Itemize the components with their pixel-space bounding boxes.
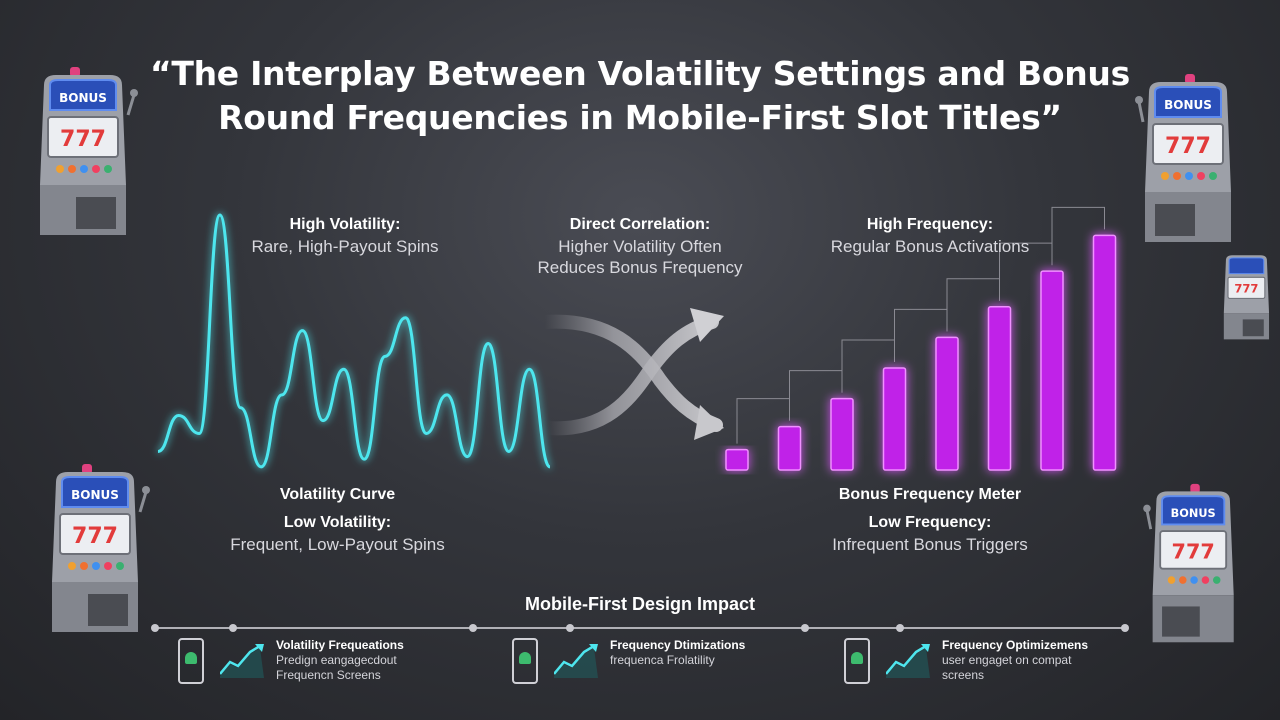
- svg-text:BONUS: BONUS: [1164, 98, 1212, 112]
- arrow-down-right-icon: [694, 405, 724, 440]
- impact-card-line: Frequencn Screens: [276, 668, 381, 682]
- impact-title: Mobile-First Design Impact: [524, 594, 756, 614]
- frequency-bars: [725, 234, 1117, 471]
- volatility-curve: [157, 213, 552, 469]
- impact-timeline: [151, 624, 1129, 632]
- slot-machine-icon: BONUS 777: [52, 464, 150, 632]
- frequency-bar: [987, 306, 1012, 471]
- impact-card-title: Frequency Optimizemens: [942, 638, 1089, 652]
- page-title: “The Interplay Between Volatility Settin…: [150, 54, 1130, 137]
- svg-text:777: 777: [60, 127, 106, 152]
- high-frequency-label: High Frequency: Regular Bonus Activation…: [800, 214, 1060, 257]
- high-volatility-label: High Volatility: Rare, High-Payout Spins: [210, 214, 480, 257]
- frequency-step-lines: [736, 206, 1105, 444]
- correlation-arrows: [538, 308, 724, 440]
- high-volatility-title: High Volatility:: [289, 216, 401, 233]
- low-frequency-title: Low Frequency:: [868, 514, 992, 531]
- slot-machine-icon: BONUS 777: [40, 67, 138, 235]
- impact-card-line: user engaget on compat: [942, 653, 1072, 667]
- trend-up-icon: [886, 644, 930, 678]
- impact-card-line: Predign eangagecdout: [276, 653, 397, 667]
- impact-card-title: Frequency Dtimizations: [610, 638, 746, 652]
- svg-text:777: 777: [1172, 539, 1215, 563]
- high-frequency-desc: Regular Bonus Activations: [830, 237, 1030, 256]
- low-volatility-title: Low Volatility:: [283, 514, 392, 531]
- arrow-up-right-icon: [690, 308, 724, 342]
- low-frequency-label: Bonus Frequency Meter Low Frequency: Inf…: [800, 484, 1060, 555]
- frequency-bar: [1040, 270, 1064, 471]
- frequency-bar: [830, 397, 854, 471]
- slot-machine-icon: BONUS 777: [1143, 483, 1234, 643]
- impact-card-title: Volatility Frequeations: [276, 638, 404, 652]
- svg-text:777: 777: [1234, 282, 1258, 296]
- svg-text:BONUS: BONUS: [1171, 507, 1216, 520]
- impact-card-line: screens: [942, 668, 985, 682]
- trend-up-icon: [554, 644, 598, 678]
- low-volatility-label: Volatility Curve Low Volatility: Frequen…: [200, 484, 475, 555]
- low-volatility-desc: Frequent, Low-Payout Spins: [230, 535, 445, 554]
- volatility-curve-caption: Volatility Curve: [279, 486, 396, 503]
- frequency-bar: [725, 448, 749, 471]
- low-frequency-desc: Infrequent Bonus Triggers: [832, 535, 1028, 554]
- correlation-line-2: Reduces Bonus Frequency: [537, 258, 743, 277]
- svg-text:BONUS: BONUS: [71, 488, 119, 502]
- trend-up-icon: [220, 644, 264, 678]
- svg-text:BONUS: BONUS: [59, 91, 107, 105]
- android-phone-icon: [844, 638, 870, 684]
- correlation-title: Direct Correlation:: [569, 216, 711, 233]
- correlation-label: Direct Correlation: Higher Volatility Of…: [500, 214, 780, 278]
- frequency-bar: [935, 336, 959, 471]
- high-frequency-title: High Frequency:: [866, 216, 994, 233]
- frequency-bar: [1092, 234, 1117, 471]
- frequency-bar: [777, 425, 802, 471]
- android-phone-icon: [178, 638, 204, 684]
- android-phone-icon: [512, 638, 538, 684]
- frequency-step-line: [1051, 206, 1105, 266]
- svg-text:777: 777: [72, 524, 118, 549]
- correlation-line-1: Higher Volatility Often: [558, 237, 722, 256]
- frequency-bar: [882, 367, 907, 471]
- slot-machine-icon: 777: [1223, 255, 1270, 340]
- high-volatility-desc: Rare, High-Payout Spins: [251, 237, 439, 256]
- svg-text:777: 777: [1165, 134, 1211, 159]
- slot-machine-icon: BONUS 777: [1135, 74, 1231, 242]
- frequency-meter-caption: Bonus Frequency Meter: [838, 486, 1022, 503]
- impact-card-line: frequenca Frolatility: [610, 653, 715, 667]
